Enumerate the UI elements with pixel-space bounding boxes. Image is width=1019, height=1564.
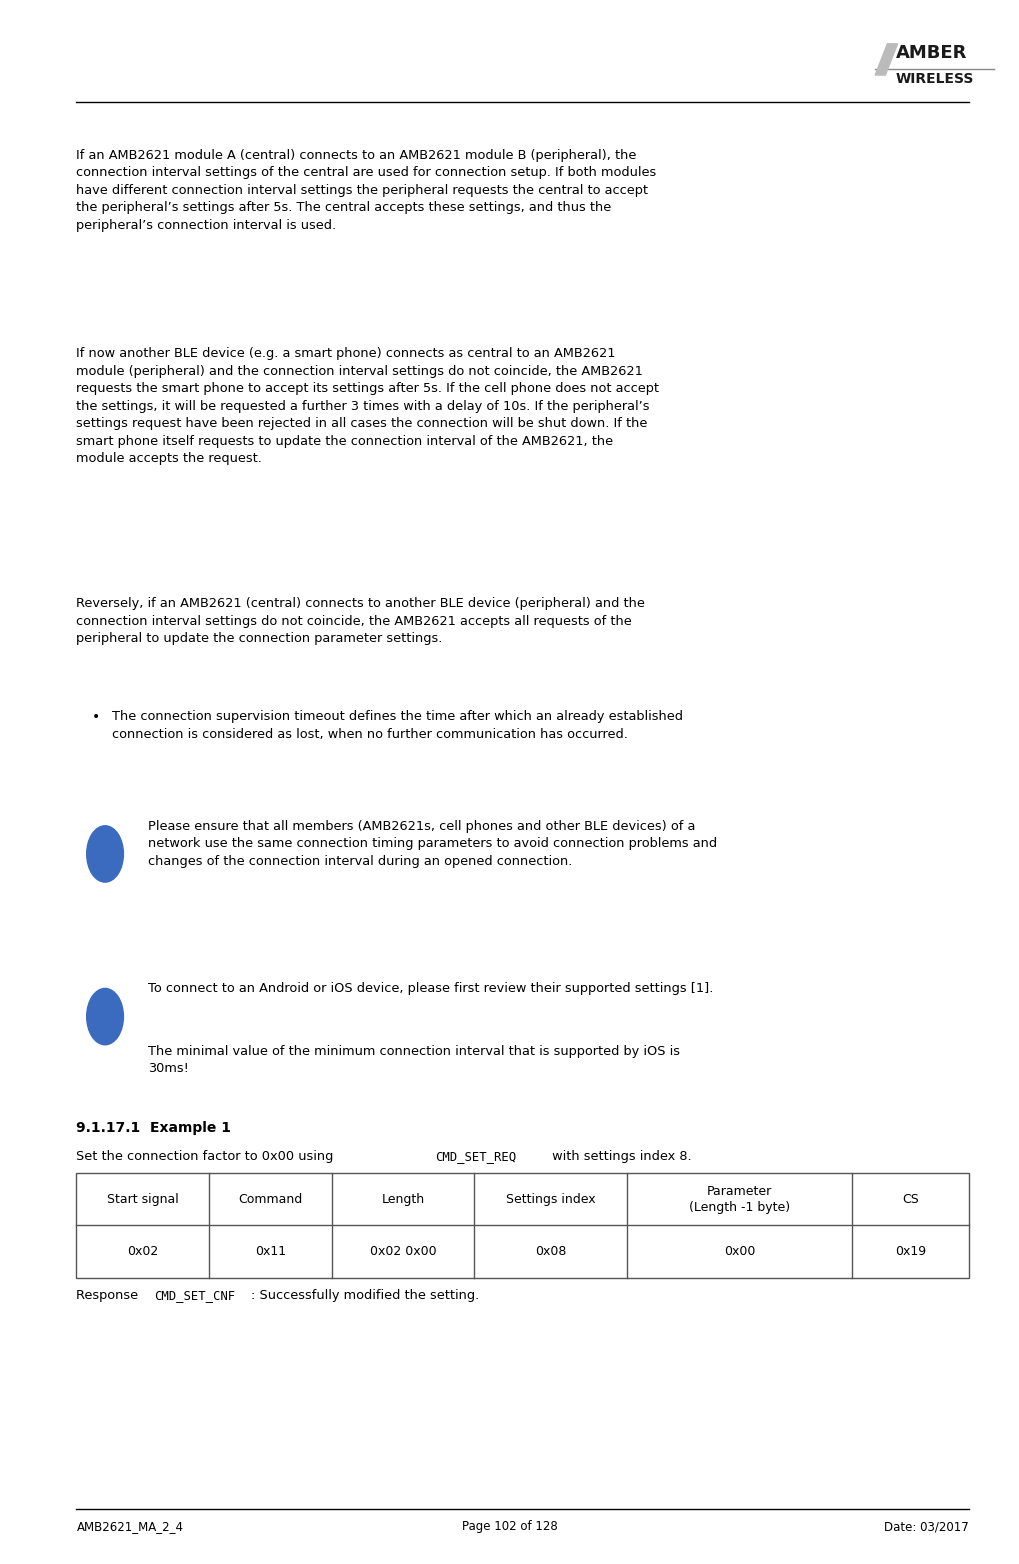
Text: To connect to an Android or iOS device, please first review their supported sett: To connect to an Android or iOS device, … [148, 982, 712, 995]
Text: AMBER: AMBER [895, 44, 966, 63]
Text: The minimal value of the minimum connection interval that is supported by iOS is: The minimal value of the minimum connect… [148, 1045, 680, 1076]
Text: 0x02 0x00: 0x02 0x00 [369, 1245, 436, 1257]
Text: with settings index 8.: with settings index 8. [547, 1150, 691, 1162]
Text: AMB2621_MA_2_4: AMB2621_MA_2_4 [76, 1520, 183, 1533]
Text: CMD_SET_REQ: CMD_SET_REQ [435, 1150, 517, 1162]
Bar [76, 1173, 968, 1278]
Text: Reversely, if an AMB2621 (central) connects to another BLE device (peripheral) a: Reversely, if an AMB2621 (central) conne… [76, 597, 645, 646]
Text: i: i [103, 1010, 107, 1023]
Text: If now another BLE device (e.g. a smart phone) connects as central to an AMB2621: If now another BLE device (e.g. a smart … [76, 347, 659, 465]
Text: The connection supervision timeout defines the time after which an already estab: The connection supervision timeout defin… [112, 710, 683, 741]
Text: Set the connection factor to 0x00 using: Set the connection factor to 0x00 using [76, 1150, 341, 1162]
Text: i: i [103, 848, 107, 860]
Text: WIRELESS: WIRELESS [895, 72, 973, 86]
Circle shape [87, 826, 123, 882]
Text: : Successfully modified the setting.: : Successfully modified the setting. [251, 1289, 479, 1301]
Text: Response: Response [76, 1289, 143, 1301]
Text: Parameter
(Length -1 byte): Parameter (Length -1 byte) [688, 1184, 790, 1214]
Polygon shape [874, 44, 897, 75]
Text: Start signal: Start signal [107, 1193, 178, 1206]
Circle shape [87, 988, 123, 1045]
Text: Date: 03/2017: Date: 03/2017 [883, 1520, 968, 1533]
Text: CMD_SET_CNF: CMD_SET_CNF [154, 1289, 235, 1301]
Text: Page 102 of 128: Page 102 of 128 [462, 1520, 557, 1533]
Text: CS: CS [901, 1193, 918, 1206]
Text: 0x08: 0x08 [535, 1245, 566, 1257]
Text: 0x02: 0x02 [127, 1245, 158, 1257]
Text: Settings index: Settings index [505, 1193, 595, 1206]
Text: 9.1.17.1  Example 1: 9.1.17.1 Example 1 [76, 1121, 231, 1135]
Text: •: • [92, 710, 100, 724]
Text: 0x00: 0x00 [723, 1245, 754, 1257]
Text: 0x11: 0x11 [255, 1245, 285, 1257]
Text: Length: Length [381, 1193, 424, 1206]
Text: 0x19: 0x19 [894, 1245, 925, 1257]
Text: Please ensure that all members (AMB2621s, cell phones and other BLE devices) of : Please ensure that all members (AMB2621s… [148, 820, 716, 868]
Text: If an AMB2621 module A (central) connects to an AMB2621 module B (peripheral), t: If an AMB2621 module A (central) connect… [76, 149, 656, 231]
Text: Command: Command [238, 1193, 302, 1206]
